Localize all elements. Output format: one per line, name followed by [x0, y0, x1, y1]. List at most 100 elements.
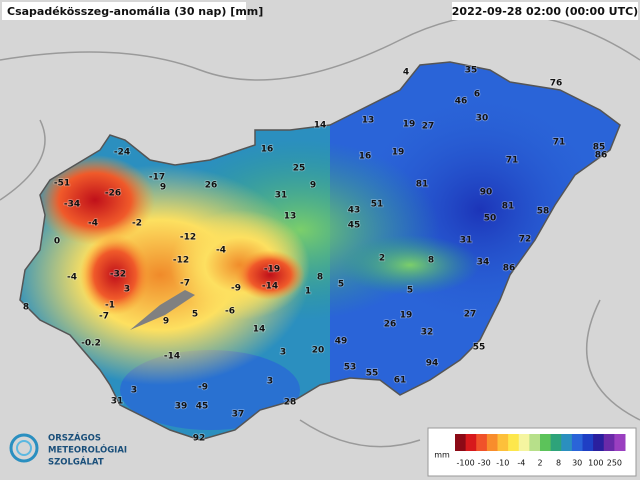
timestamp-box: [452, 2, 638, 20]
station-value: -4: [67, 273, 77, 283]
station-value: 72: [519, 235, 532, 245]
station-value: -2: [132, 219, 142, 229]
station-value: 3: [131, 386, 137, 396]
station-value: 28: [284, 398, 297, 408]
station-value: 81: [502, 202, 515, 212]
station-value: 13: [284, 212, 297, 222]
station-value: -7: [180, 279, 190, 289]
legend-label: -30: [478, 459, 491, 468]
station-value: -17: [149, 173, 165, 183]
station-value: 58: [537, 207, 550, 217]
legend: -100 -30 -10 -4 2 8 30 100 250: [455, 434, 626, 468]
station-value: 45: [196, 402, 209, 412]
station-value: 19: [392, 148, 405, 158]
station-value: 35: [465, 66, 478, 76]
title-box: [2, 2, 246, 20]
station-value: 37: [232, 410, 245, 420]
station-value: 26: [384, 320, 397, 330]
station-value: 20: [312, 346, 325, 356]
legend-label: 8: [556, 459, 561, 468]
station-value: 2: [379, 254, 385, 264]
legend-swatch: [582, 434, 594, 451]
station-value: 16: [261, 145, 274, 155]
station-value: 6: [474, 90, 480, 100]
station-value: 39: [175, 402, 188, 412]
title: Csapadékösszeg-anomália (30 nap) [mm]: [7, 5, 263, 18]
station-value: 55: [366, 369, 379, 379]
station-value: 51: [371, 200, 384, 210]
station-value: -51: [54, 179, 70, 189]
station-value: 85: [593, 143, 606, 153]
station-value: 9: [310, 181, 316, 191]
station-value: 5: [338, 280, 344, 290]
station-value: 5: [192, 310, 198, 320]
legend-swatch: [614, 434, 626, 451]
logo: ORSZÁGOS METEOROLÓGIAI SZOLGÁLAT: [9, 432, 127, 468]
station-value: 9: [160, 183, 166, 193]
station-value: 90: [480, 188, 493, 198]
station-value: 14: [253, 325, 266, 335]
legend-swatch: [476, 434, 488, 451]
station-value: 53: [344, 363, 357, 373]
station-value: 3: [280, 348, 286, 358]
station-value: -26: [105, 189, 121, 199]
station-value: -24: [114, 148, 130, 158]
station-value: 19: [403, 120, 416, 130]
station-value: 50: [484, 214, 497, 224]
station-value: 9: [163, 317, 169, 327]
legend-label: -4: [517, 459, 525, 468]
station-value: -34: [64, 200, 80, 210]
station-value: 25: [293, 164, 306, 174]
legend-swatch: [561, 434, 573, 451]
station-value: 16: [359, 152, 372, 162]
station-value: 31: [275, 191, 288, 201]
station-value: -7: [99, 312, 109, 322]
station-value: 31: [460, 236, 473, 246]
legend-swatch: [529, 434, 541, 451]
legend-swatch: [486, 434, 498, 451]
station-value: 61: [394, 376, 407, 386]
station-value: 46: [455, 97, 468, 107]
station-value: -9: [198, 383, 208, 393]
station-value: -1: [105, 301, 115, 311]
station-value: -6: [225, 307, 235, 317]
station-value: 76: [550, 79, 563, 89]
legend-swatch: [465, 434, 477, 451]
station-value: -4: [216, 246, 226, 256]
station-value: 13: [362, 116, 375, 126]
legend-label: 30: [572, 459, 582, 468]
legend-label: 100: [588, 459, 603, 468]
station-value: 5: [407, 286, 413, 296]
station-value: 86: [595, 151, 608, 161]
legend-label: 250: [607, 459, 622, 468]
station-value: 26: [205, 181, 218, 191]
legend-swatch: [571, 434, 583, 451]
legend-swatch: [455, 434, 467, 451]
station-value: -12: [180, 233, 196, 243]
station-value: 19: [400, 311, 413, 321]
station-value: 71: [553, 138, 566, 148]
legend-swatch: [540, 434, 552, 451]
logo-line: SZOLGÁLAT: [48, 456, 104, 468]
station-value: -0.2: [81, 339, 101, 349]
legend-label: -100: [457, 459, 475, 468]
station-value: -32: [110, 270, 126, 280]
legend-label: 2: [537, 459, 542, 468]
station-value: -14: [164, 352, 180, 362]
station-value: 14: [314, 121, 327, 131]
station-value: 45: [348, 221, 361, 231]
lake-balaton: [130, 290, 195, 330]
station-value: 86: [503, 264, 516, 274]
station-value: 4: [403, 68, 409, 78]
station-value: 31: [111, 397, 124, 407]
country-border: [0, 13, 640, 448]
station-value: 49: [335, 337, 348, 347]
hungary-border: [19, 61, 621, 441]
legend-swatch: [508, 434, 520, 451]
station-value: 32: [421, 328, 434, 338]
station-value: -19: [264, 265, 280, 275]
station-value: 3: [124, 285, 130, 295]
station-value: 1: [305, 287, 311, 297]
